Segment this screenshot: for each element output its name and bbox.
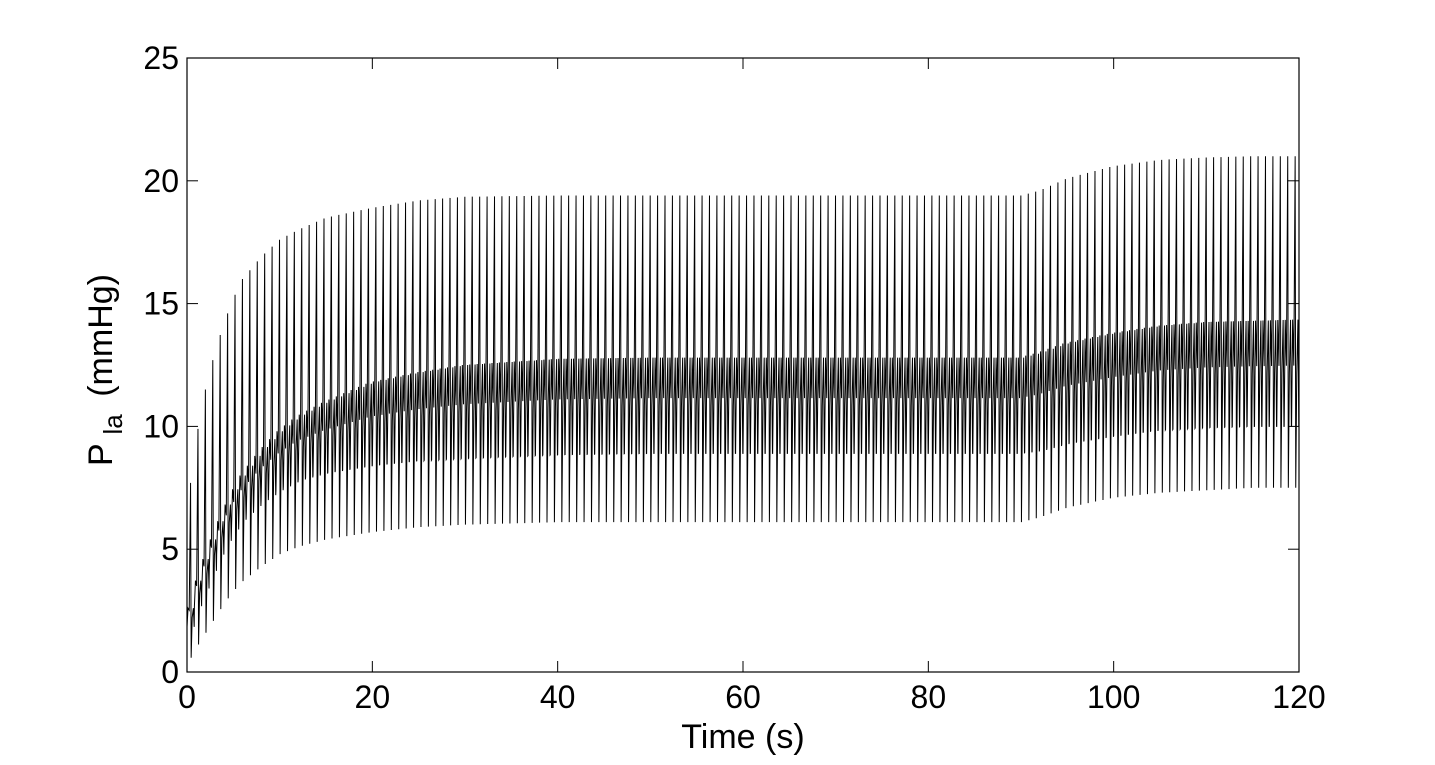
- y-axis-label-subscript: la: [98, 414, 128, 435]
- y-axis: 0 5 10 15 20 25: [143, 40, 1299, 690]
- y-axis-label-main: P: [82, 444, 120, 466]
- plot-area: [186, 57, 1300, 673]
- y-axis-label: P la (mmHg): [82, 274, 130, 466]
- y-tick-label: 15: [143, 286, 179, 322]
- y-tick-label: 25: [143, 40, 179, 76]
- x-tick-label: 0: [178, 679, 196, 715]
- x-tick-label: 20: [355, 679, 391, 715]
- x-axis-label: Time (s): [681, 718, 804, 756]
- x-tick-label: 100: [1087, 679, 1140, 715]
- x-tick-label: 60: [725, 679, 761, 715]
- x-tick-label: 40: [540, 679, 576, 715]
- x-tick-label: 80: [911, 679, 947, 715]
- series-line-pla: [186, 156, 1300, 658]
- y-tick-label: 0: [161, 654, 179, 690]
- x-axis: 0 20 40 60 80 100 120: [178, 58, 1326, 715]
- y-tick-label: 20: [143, 163, 179, 199]
- plot-frame: [186, 57, 1300, 673]
- x-tick-label: 120: [1272, 679, 1325, 715]
- y-tick-label: 10: [143, 408, 179, 444]
- y-tick-label: 5: [161, 531, 179, 567]
- y-axis-label-unit: (mmHg): [82, 274, 120, 397]
